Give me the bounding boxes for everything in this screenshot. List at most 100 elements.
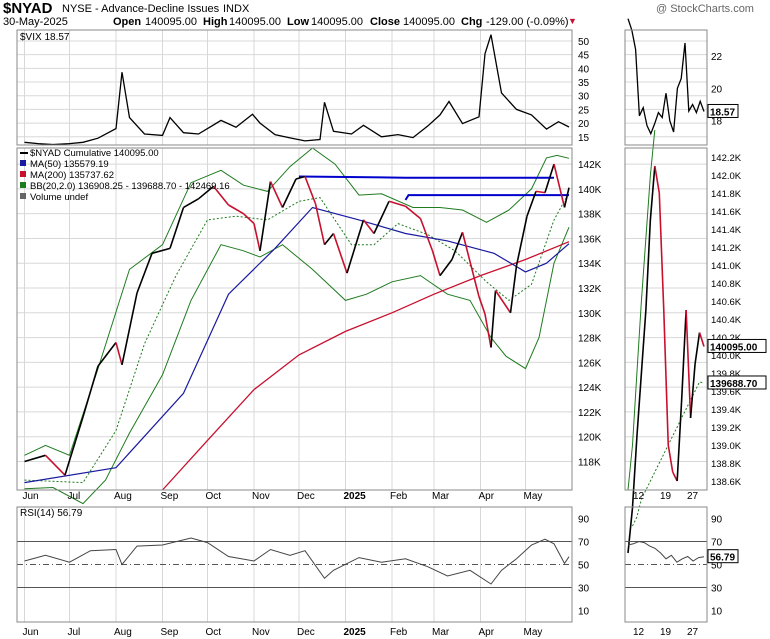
vix-zoom-frame xyxy=(624,29,708,146)
legend-swatch xyxy=(20,193,26,199)
x-axis-month-label: Sep xyxy=(161,491,179,502)
zoom-y-tick-label: 141.0K xyxy=(711,261,742,272)
rsi-line xyxy=(24,537,570,585)
bb-lower-line xyxy=(24,227,570,505)
symbol-description: NYSE - Advance-Decline Issues xyxy=(62,3,220,15)
price-segment xyxy=(228,204,244,215)
price-segment xyxy=(64,416,84,476)
vix-y-tick-label: 20 xyxy=(578,119,590,130)
price-segment xyxy=(197,185,215,200)
main-y-tick-label: 138K xyxy=(578,210,602,221)
legend-swatch xyxy=(20,182,26,188)
price-segment xyxy=(169,207,185,249)
price-segment xyxy=(314,203,326,245)
zoom-y-tick-label: 139.4K xyxy=(711,405,742,416)
ma50-line xyxy=(24,206,570,484)
main-y-tick-label: 118K xyxy=(578,458,601,469)
main-y-tick-label: 140K xyxy=(578,185,602,196)
x-axis-month-label: Nov xyxy=(252,491,270,502)
high-label: High xyxy=(203,16,228,28)
vix-zoom-y-tick-label: 20 xyxy=(711,84,723,95)
rsi-zoom-y-tick-label: 10 xyxy=(711,607,723,618)
main-panel-frame xyxy=(16,147,573,491)
price-segment xyxy=(346,219,365,274)
zoom-price-segment xyxy=(685,309,692,419)
resistance-trendline-2 xyxy=(404,194,569,201)
price-segment xyxy=(24,454,46,463)
x-axis-month-label: May xyxy=(524,491,543,502)
chg-down-arrow-icon: ▼ xyxy=(568,16,577,26)
vix-y-tick-label: 50 xyxy=(578,37,590,48)
vix-legend: $VIX 18.57 xyxy=(20,32,70,43)
price-segment xyxy=(544,163,555,193)
zoom-bb-upper-line xyxy=(627,129,656,491)
zoom-y-tick-label: 141.4K xyxy=(711,225,742,236)
price-segment xyxy=(362,219,375,234)
main-y-tick-label: 130K xyxy=(578,309,602,320)
zoom-y-tick-label: 142.0K xyxy=(711,171,742,182)
main-last-value-badge-box xyxy=(707,338,767,353)
vix-y-tick-label: 30 xyxy=(578,92,590,103)
legend-swatch xyxy=(20,160,26,166)
chg-label: Chg xyxy=(461,16,483,28)
rsi-x-axis-month-label: Apr xyxy=(479,627,495,638)
price-segment xyxy=(259,181,272,251)
zoom-y-tick-label: 138.6K xyxy=(711,477,742,488)
vix-y-tick-label: 35 xyxy=(578,78,590,89)
price-segment xyxy=(269,181,284,208)
x-axis-month-label: Jul xyxy=(68,491,81,502)
price-segment xyxy=(553,163,566,208)
rsi-zoom-y-tick-label: 90 xyxy=(711,515,723,526)
zoom-y-tick-label: 140.2K xyxy=(711,333,742,344)
chart-header: $NYAD NYSE - Advance-Decline Issues INDX… xyxy=(0,0,770,30)
rsi-x-axis-month-label: Oct xyxy=(206,627,222,638)
price-segment xyxy=(332,233,348,274)
rsi-x-axis-month-label: Jun xyxy=(23,627,39,638)
low-label: Low xyxy=(287,16,309,28)
high-value: 140095.00 xyxy=(229,16,281,28)
open-value: 140095.00 xyxy=(145,16,197,28)
vix-panel-frame xyxy=(16,29,573,146)
price-segment xyxy=(509,265,518,313)
resistance-trendline-1 xyxy=(298,175,554,179)
open-label: Open xyxy=(113,16,142,28)
legend-swatch xyxy=(20,171,26,177)
price-segment xyxy=(419,218,434,252)
bb-mid-line xyxy=(24,192,570,484)
bb-mid-value-badge: 139688.70 xyxy=(710,379,758,390)
zoom-y-tick-label: 140.0K xyxy=(711,351,742,362)
x-axis-month-label: Apr xyxy=(479,491,495,502)
main-y-tick-label: 136K xyxy=(578,234,602,245)
main-y-tick-label: 126K xyxy=(578,358,602,369)
vix-y-tick-label: 45 xyxy=(578,51,590,62)
chg-value: -129.00 (-0.09%) xyxy=(486,16,569,28)
x-axis-month-label: Mar xyxy=(432,491,450,502)
x-axis-month-label: 2025 xyxy=(344,491,367,502)
main-legend-entry-2: MA(50) 135579.19 xyxy=(30,159,109,170)
main-y-tick-label: 132K xyxy=(578,284,602,295)
rsi-x-axis-month-label: Aug xyxy=(114,627,132,638)
price-segment xyxy=(494,290,512,314)
rsi-y-tick-label: 90 xyxy=(578,515,590,526)
exchange-label: INDX xyxy=(223,3,250,15)
bb-upper-line xyxy=(24,147,570,456)
rsi-legend: RSI(14) 56.79 xyxy=(20,508,83,519)
rsi-x-axis-month-label: Sep xyxy=(161,627,179,638)
main-y-tick-label: 142K xyxy=(578,160,602,171)
symbol-title: $NYAD xyxy=(3,0,53,17)
zoom-y-tick-label: 141.2K xyxy=(711,243,742,254)
vix-y-tick-label: 25 xyxy=(578,105,590,116)
main-y-tick-label: 120K xyxy=(578,433,602,444)
x-axis-month-label: Feb xyxy=(390,491,408,502)
zoom-bb-mid-line xyxy=(632,381,705,527)
main-y-tick-label: 122K xyxy=(578,408,602,419)
chart-date: 30-May-2025 xyxy=(3,16,68,28)
zoom-y-tick-label: 141.8K xyxy=(711,189,742,200)
zoom-price-segment xyxy=(649,165,656,221)
x-axis-month-label: Aug xyxy=(114,491,132,502)
close-label: Close xyxy=(370,16,400,28)
main-y-tick-label: 124K xyxy=(578,383,602,394)
price-segment xyxy=(183,198,199,209)
price-segment xyxy=(253,223,261,252)
main-legend-entry-5: Volume undef xyxy=(30,192,88,203)
